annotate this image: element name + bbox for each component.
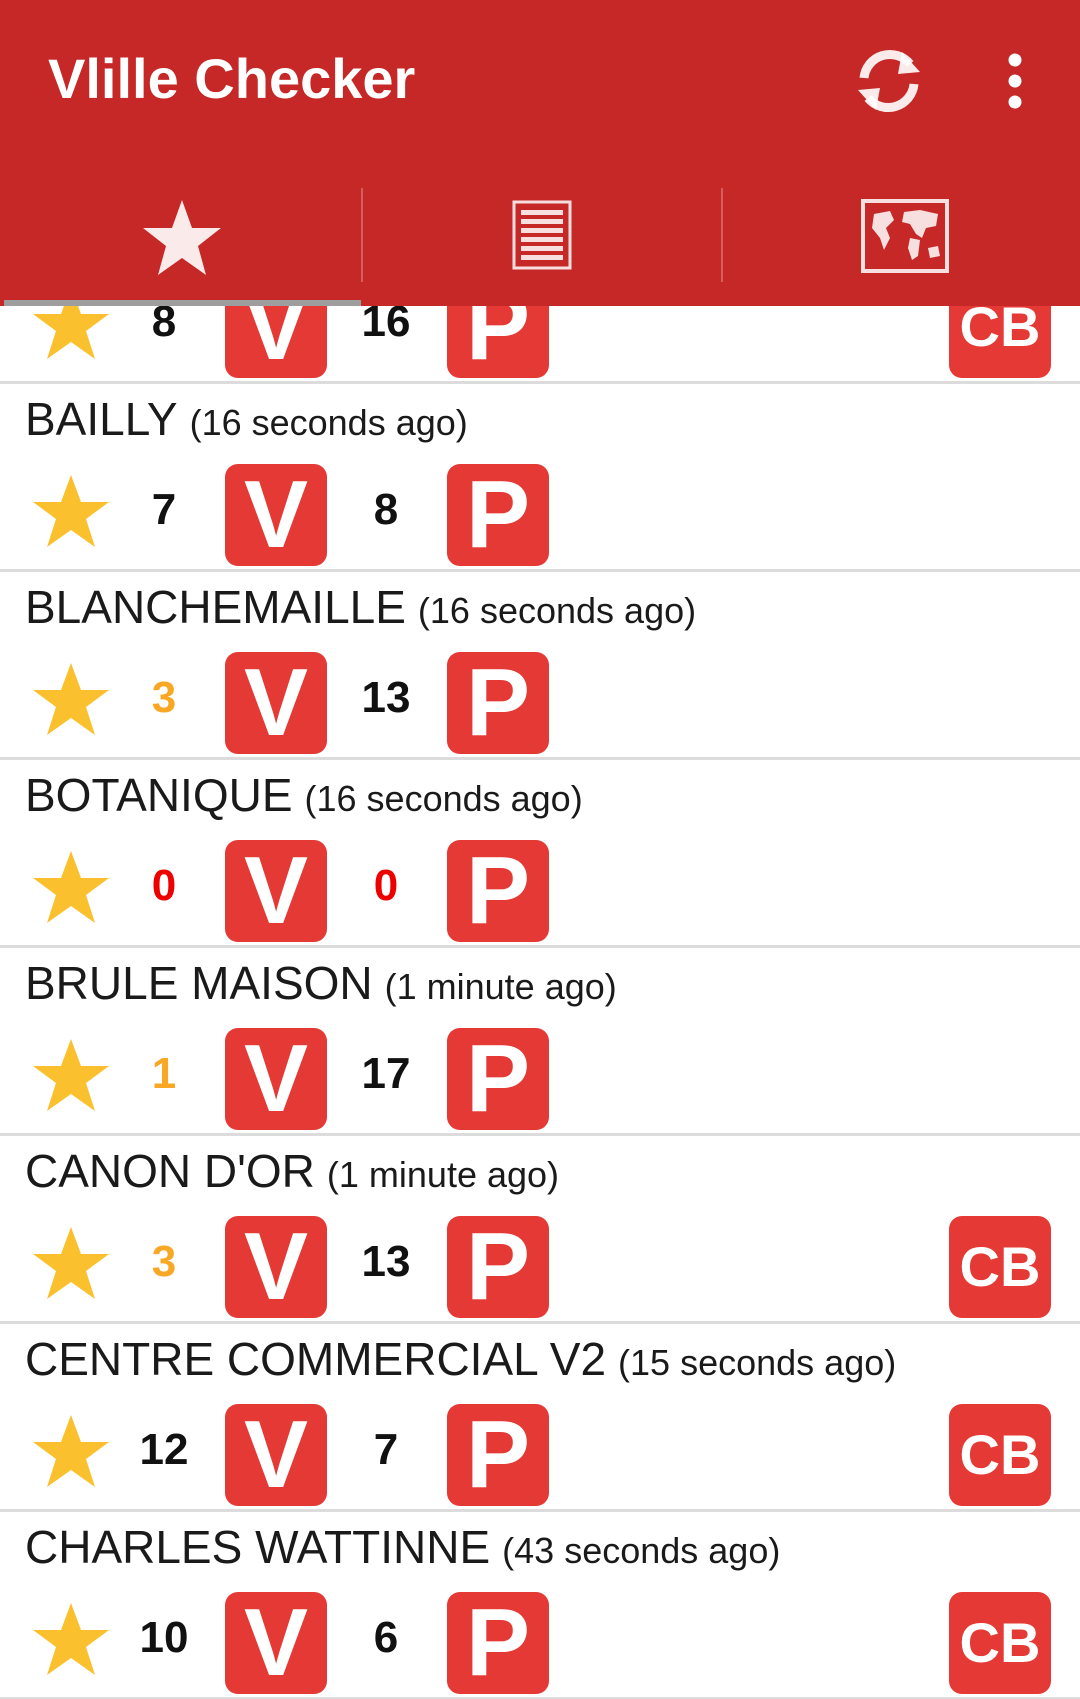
station-name: BAILLY [25, 393, 178, 445]
station-row[interactable]: CENTRE COMMERCIAL V2 (15 seconds ago) 12 V 7… [0, 1324, 1080, 1512]
station-update-age: (16 seconds ago) [304, 778, 583, 819]
overflow-menu-button[interactable] [990, 50, 1040, 112]
free-slots-count: 7 [373, 1425, 399, 1474]
parking-badge: P [447, 1592, 549, 1694]
station-row[interactable]: BRULE MAISON (1 minute ago) 1 V 17 P [0, 948, 1080, 1136]
station-name: BRULE MAISON [25, 957, 373, 1009]
station-name: BOTANIQUE [25, 769, 293, 821]
station-update-age: (16 seconds ago) [189, 402, 468, 443]
available-bikes-count: 7 [151, 485, 177, 534]
station-header: CHARLES WATTINNE (43 seconds ago) [25, 1520, 780, 1574]
free-slots-count: 6 [373, 1613, 399, 1662]
station-update-age: (43 seconds ago) [502, 1530, 781, 1571]
station-name: CHARLES WATTINNE [25, 1521, 491, 1573]
card-payment-badge: CB [949, 1592, 1051, 1694]
tab-list[interactable] [362, 180, 722, 306]
available-bikes-count: 10 [139, 1613, 189, 1662]
station-header: CENTRE COMMERCIAL V2 (15 seconds ago) [25, 1332, 896, 1386]
bikes-badge: V [225, 652, 327, 754]
tab-favorites[interactable] [0, 180, 360, 306]
free-slots-count: 8 [373, 485, 399, 534]
station-name: CANON D'OR [25, 1145, 315, 1197]
station-header: BAILLY (16 seconds ago) [25, 392, 468, 446]
card-payment-badge: CB [949, 1404, 1051, 1506]
available-bikes-count: 1 [151, 1049, 177, 1098]
favorite-star-icon[interactable] [30, 1222, 112, 1304]
available-bikes-count: 3 [151, 1237, 177, 1286]
station-row[interactable]: BOTANIQUE (16 seconds ago) 0 V 0 P [0, 760, 1080, 948]
station-row[interactable]: BLANCHEMAILLE (16 seconds ago) 3 V 13 P [0, 572, 1080, 760]
station-header: BOTANIQUE (16 seconds ago) [25, 768, 583, 822]
map-icon [861, 199, 949, 273]
available-bikes-count: 0 [151, 861, 177, 910]
tab-divider [721, 188, 723, 282]
favorite-star-icon[interactable] [30, 846, 112, 928]
tab-map[interactable] [722, 180, 1080, 306]
card-payment-badge: CB [949, 1216, 1051, 1318]
refresh-icon [858, 50, 920, 112]
bikes-badge: V [225, 464, 327, 566]
bikes-badge: V [225, 1404, 327, 1506]
bikes-badge: V [225, 840, 327, 942]
station-update-age: (15 seconds ago) [618, 1342, 897, 1383]
station-header: BLANCHEMAILLE (16 seconds ago) [25, 580, 696, 634]
app-title: Vlille Checker [48, 47, 416, 110]
station-row[interactable]: BAILLY (16 seconds ago) 7 V 8 P [0, 384, 1080, 572]
bikes-badge: V [225, 1028, 327, 1130]
station-header: CANON D'OR (1 minute ago) [25, 1144, 559, 1198]
bikes-badge: V [225, 1592, 327, 1694]
free-slots-count: 0 [373, 861, 399, 910]
free-slots-count: 13 [361, 1237, 411, 1286]
refresh-button[interactable] [848, 40, 930, 122]
favorite-star-icon[interactable] [30, 1034, 112, 1116]
favorite-star-icon[interactable] [30, 470, 112, 552]
tab-divider [361, 188, 363, 282]
selected-tab-indicator [4, 300, 361, 306]
station-header: BRULE MAISON (1 minute ago) [25, 956, 617, 1010]
station-name: BLANCHEMAILLE [25, 581, 406, 633]
favorite-star-icon[interactable] [30, 282, 112, 364]
favorite-star-icon[interactable] [30, 658, 112, 740]
parking-badge: P [447, 652, 549, 754]
station-update-age: (16 seconds ago) [417, 590, 697, 631]
parking-badge: P [447, 1404, 549, 1506]
available-bikes-count: 12 [139, 1425, 189, 1474]
station-update-age: (1 minute ago) [326, 1154, 560, 1195]
station-row[interactable]: CHARLES WATTINNE (43 seconds ago) 10 V 6 P CB [0, 1512, 1080, 1699]
parking-badge: P [447, 1216, 549, 1318]
free-slots-count: 13 [361, 673, 411, 722]
parking-badge: P [447, 464, 549, 566]
parking-badge: P [447, 1028, 549, 1130]
star-icon [143, 200, 221, 275]
list-icon [512, 200, 572, 270]
station-row[interactable]: CANON D'OR (1 minute ago) 3 V 13 P CB [0, 1136, 1080, 1324]
favorite-star-icon[interactable] [30, 1410, 112, 1492]
favorite-star-icon[interactable] [30, 1598, 112, 1680]
bikes-badge: V [225, 1216, 327, 1318]
parking-badge: P [447, 840, 549, 942]
available-bikes-count: 3 [151, 673, 177, 722]
station-update-age: (1 minute ago) [384, 966, 617, 1007]
app-bar: Vlille Checker [0, 0, 1080, 306]
free-slots-count: 17 [361, 1049, 411, 1098]
station-name: CENTRE COMMERCIAL V2 [25, 1333, 607, 1385]
more-vertical-icon [1008, 53, 1022, 109]
